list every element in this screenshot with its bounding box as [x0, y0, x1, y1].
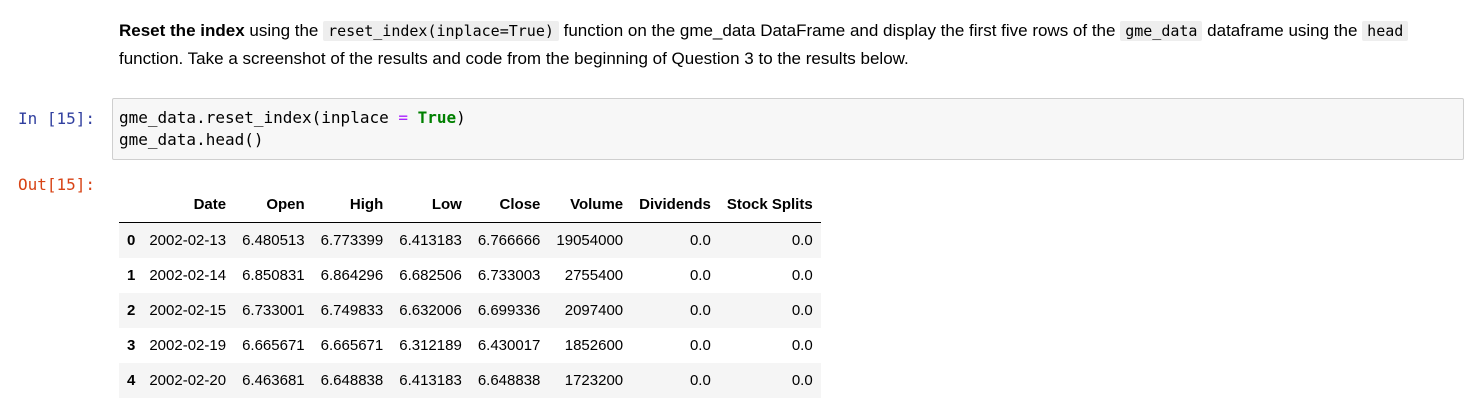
table-cell: 6.413183: [399, 232, 462, 249]
column-header: High: [312, 186, 392, 223]
table-cell: 2002-02-20: [149, 372, 227, 389]
table-cell: 19054000: [556, 232, 624, 249]
table-cell: 0.0: [689, 372, 711, 389]
table-cell: 0.0: [791, 372, 813, 389]
row-index: 3: [127, 337, 136, 354]
table-body: 0 2002-02-13 6.480513 6.773399 6.413183 …: [119, 222, 821, 398]
table-cell: 6.733001: [242, 302, 305, 319]
table-cell: 2002-02-13: [149, 232, 227, 249]
inline-code-head: head: [1362, 21, 1409, 41]
table-cell: 2002-02-19: [149, 337, 227, 354]
table-cell: 1723200: [564, 372, 624, 389]
dataframe-table: Date Open High Low Close Volume Dividend…: [119, 186, 821, 398]
table-header: Date Open High Low Close Volume Dividend…: [119, 186, 821, 223]
table-row: 3 2002-02-19 6.665671 6.665671 6.312189 …: [119, 328, 821, 363]
table-cell: 6.773399: [320, 232, 384, 249]
table-row: 4 2002-02-20 6.463681 6.648838 6.413183 …: [119, 363, 821, 398]
code-token-keyword: True: [417, 108, 457, 127]
table-cell: 0.0: [689, 302, 711, 319]
row-index: 0: [127, 232, 136, 249]
table-cell: 6.665671: [320, 337, 384, 354]
table-cell: 6.850831: [242, 267, 305, 284]
column-header: [119, 186, 142, 223]
row-index: 1: [127, 267, 136, 284]
table-cell: 6.463681: [242, 372, 305, 389]
column-header: Volume: [548, 186, 632, 223]
column-header: Date: [141, 186, 235, 223]
markdown-text-1: using the: [244, 21, 324, 40]
table-row: 0 2002-02-13 6.480513 6.773399 6.413183 …: [119, 222, 821, 258]
output-prompt: Out[15]:: [18, 175, 96, 194]
table-cell: 0.0: [689, 337, 711, 354]
code-token-paren: ): [456, 108, 466, 127]
code-line-1: gme_data.reset_index(inplace = True): [119, 107, 1457, 129]
table-row: 2 2002-02-15 6.733001 6.749833 6.632006 …: [119, 293, 821, 328]
table-cell: 6.682506: [399, 267, 462, 284]
column-header: Low: [391, 186, 470, 223]
table-row: 1 2002-02-14 6.850831 6.864296 6.682506 …: [119, 258, 821, 293]
column-header: Close: [469, 186, 549, 223]
table-cell: 6.413183: [399, 372, 462, 389]
inline-code-gme-data: gme_data: [1120, 21, 1203, 41]
table-cell: 6.430017: [477, 337, 541, 354]
markdown-bold-lead: Reset the index: [119, 21, 245, 40]
table-cell: 1852600: [564, 337, 624, 354]
table-cell: 6.766666: [477, 232, 541, 249]
column-header: Stock Splits: [718, 186, 821, 223]
table-cell: 2002-02-15: [149, 302, 227, 319]
code-token-space: [408, 108, 418, 127]
table-cell: 0.0: [689, 267, 711, 284]
table-cell: 6.749833: [320, 302, 384, 319]
code-token-operator: =: [398, 108, 408, 127]
table-cell: 6.648838: [477, 372, 541, 389]
code-cell-editor[interactable]: gme_data.reset_index(inplace = True) gme…: [112, 98, 1464, 160]
table-cell: 0.0: [689, 232, 711, 249]
table-cell: 6.480513: [242, 232, 305, 249]
output-area: Date Open High Low Close Volume Dividend…: [119, 186, 821, 398]
table-cell: 0.0: [791, 232, 813, 249]
table-cell: 2755400: [564, 267, 624, 284]
table-cell: 2002-02-14: [149, 267, 227, 284]
markdown-text-4: function. Take a screenshot of the resul…: [119, 49, 909, 68]
table-cell: 6.733003: [477, 267, 541, 284]
markdown-text-2: function on the gme_data DataFrame and d…: [558, 21, 1121, 40]
code-token-call: gme_data.reset_index(inplace: [119, 108, 399, 127]
table-cell: 6.864296: [320, 267, 384, 284]
table-cell: 6.665671: [242, 337, 305, 354]
inline-code-reset-index: reset_index(inplace=True): [323, 21, 559, 41]
row-index: 4: [127, 372, 136, 389]
code-line-2: gme_data.head(): [119, 130, 264, 149]
table-cell: 6.648838: [320, 372, 384, 389]
row-index: 2: [127, 302, 136, 319]
table-cell: 6.699336: [477, 302, 541, 319]
header-row: Date Open High Low Close Volume Dividend…: [119, 186, 821, 223]
table-cell: 0.0: [791, 267, 813, 284]
table-cell: 0.0: [791, 302, 813, 319]
column-header: Open: [234, 186, 313, 223]
input-prompt: In [15]:: [18, 109, 96, 128]
table-cell: 0.0: [791, 337, 813, 354]
table-cell: 6.632006: [399, 302, 462, 319]
table-cell: 2097400: [564, 302, 624, 319]
markdown-cell[interactable]: Reset the index using the reset_index(in…: [119, 17, 1459, 72]
table-cell: 6.312189: [399, 337, 462, 354]
column-header: Dividends: [631, 186, 719, 223]
markdown-text-3: dataframe using the: [1202, 21, 1363, 40]
